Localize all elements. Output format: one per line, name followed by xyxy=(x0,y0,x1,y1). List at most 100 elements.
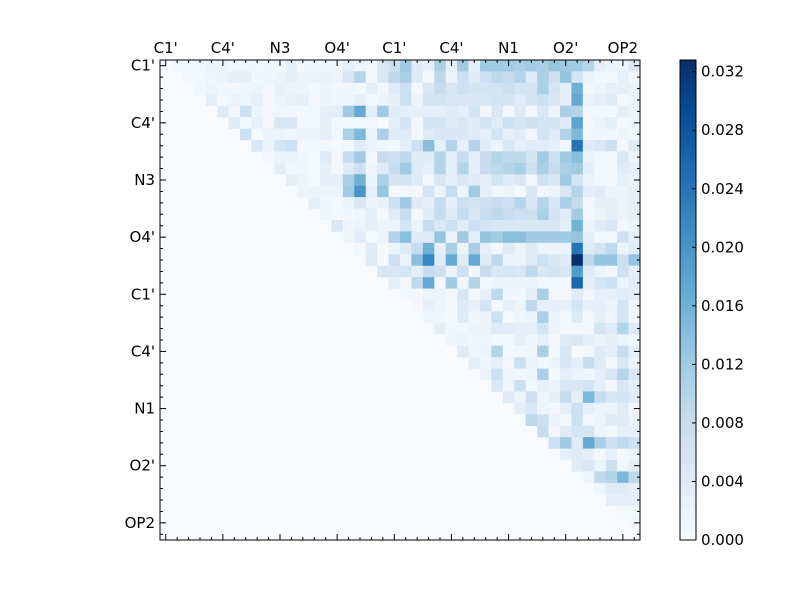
heatmap-cell xyxy=(491,82,504,95)
heatmap-cell xyxy=(617,151,629,164)
heatmap-cell xyxy=(617,482,629,495)
heatmap-cell xyxy=(628,448,641,461)
heatmap-cell xyxy=(422,300,435,312)
heatmap-cell xyxy=(251,117,264,129)
heatmap-cell xyxy=(422,82,435,95)
heatmap-cell xyxy=(502,94,515,107)
heatmap-cell xyxy=(388,242,401,255)
heatmap-cell xyxy=(445,242,458,255)
heatmap-cell xyxy=(400,140,412,152)
heatmap-cell xyxy=(628,105,641,118)
heatmap-cell xyxy=(354,128,367,141)
heatmap-cell xyxy=(388,208,401,221)
heatmap-cell xyxy=(582,380,595,392)
heatmap-cell xyxy=(548,254,561,267)
heatmap-cell xyxy=(594,140,607,152)
heatmap-cell xyxy=(617,334,629,347)
heatmap-cell xyxy=(342,94,355,107)
heatmap-cell xyxy=(422,242,435,255)
heatmap-cell xyxy=(445,71,458,84)
heatmap-cell xyxy=(388,174,401,187)
heatmap-cell xyxy=(468,117,481,129)
heatmap-cell xyxy=(457,265,469,278)
heatmap-cell xyxy=(571,60,584,72)
heatmap-cell xyxy=(537,82,549,95)
heatmap-cell xyxy=(502,117,515,129)
heatmap-cell xyxy=(571,242,584,255)
heatmap-cell xyxy=(617,425,629,438)
heatmap-cell xyxy=(468,345,481,358)
heatmap-cell xyxy=(377,94,389,107)
heatmap-cell xyxy=(274,71,287,84)
heatmap-cell xyxy=(514,82,527,95)
heatmap-cell xyxy=(262,60,275,72)
heatmap-cell xyxy=(617,391,629,404)
heatmap-cell xyxy=(422,151,435,164)
heatmap-cell xyxy=(525,94,538,107)
heatmap-cell xyxy=(605,402,618,415)
heatmap-cell xyxy=(594,380,607,392)
heatmap-cell xyxy=(525,334,538,347)
heatmap-cell xyxy=(320,197,332,209)
heatmap-cell xyxy=(377,185,389,198)
heatmap-cell xyxy=(365,82,378,95)
heatmap-cell xyxy=(594,322,607,335)
heatmap-cell xyxy=(628,151,641,164)
heatmap-cell xyxy=(480,357,492,369)
heatmap-cell xyxy=(422,71,435,84)
heatmap-cell xyxy=(308,174,321,187)
x-tick-label: N1 xyxy=(498,39,519,57)
heatmap-cell xyxy=(331,151,344,164)
heatmap-cell xyxy=(182,60,195,72)
heatmap-cell xyxy=(365,208,378,221)
heatmap-cell xyxy=(502,380,515,392)
heatmap-cell xyxy=(262,71,275,84)
heatmap-cell xyxy=(594,425,607,438)
heatmap-cell xyxy=(560,105,572,118)
heatmap-cell xyxy=(594,288,607,301)
heatmap-cell xyxy=(525,322,538,335)
heatmap-cell xyxy=(251,94,264,107)
heatmap-cell xyxy=(582,288,595,301)
heatmap-cell xyxy=(582,334,595,347)
heatmap-cell xyxy=(605,357,618,369)
heatmap-cell xyxy=(331,185,344,198)
heatmap-cell xyxy=(617,197,629,209)
heatmap-cell xyxy=(582,300,595,312)
heatmap-cell xyxy=(400,60,412,72)
heatmap-cell xyxy=(445,128,458,141)
heatmap-cell xyxy=(422,185,435,198)
heatmap-cell xyxy=(582,60,595,72)
heatmap-cell xyxy=(628,368,641,381)
heatmap-cell xyxy=(605,471,618,484)
heatmap-cell xyxy=(582,265,595,278)
heatmap-cell xyxy=(605,254,618,267)
heatmap-cell xyxy=(411,82,424,95)
heatmap-cell xyxy=(377,231,389,244)
heatmap-cell xyxy=(560,174,572,187)
heatmap-cell xyxy=(274,140,287,152)
heatmap-cell xyxy=(411,220,424,232)
heatmap-cell xyxy=(457,311,469,324)
y-tick-label: C1' xyxy=(131,285,155,303)
heatmap-cell xyxy=(422,265,435,278)
heatmap-cell xyxy=(605,151,618,164)
heatmap-cell xyxy=(342,151,355,164)
heatmap-cell xyxy=(468,128,481,141)
heatmap-cell xyxy=(422,208,435,221)
heatmap-cell xyxy=(434,174,447,187)
heatmap-cell xyxy=(228,60,241,72)
heatmap-cell xyxy=(297,174,309,187)
heatmap-cell xyxy=(365,117,378,129)
heatmap-cell xyxy=(548,425,561,438)
heatmap-cell xyxy=(400,288,412,301)
heatmap-cell xyxy=(377,128,389,141)
heatmap-cell xyxy=(525,128,538,141)
colorbar-tick-label: 0.004 xyxy=(701,472,744,490)
heatmap-cell xyxy=(594,231,607,244)
heatmap-cell xyxy=(571,357,584,369)
heatmap-cell xyxy=(491,288,504,301)
heatmap-cell xyxy=(445,288,458,301)
heatmap-cell xyxy=(537,300,549,312)
heatmap-cell xyxy=(605,174,618,187)
